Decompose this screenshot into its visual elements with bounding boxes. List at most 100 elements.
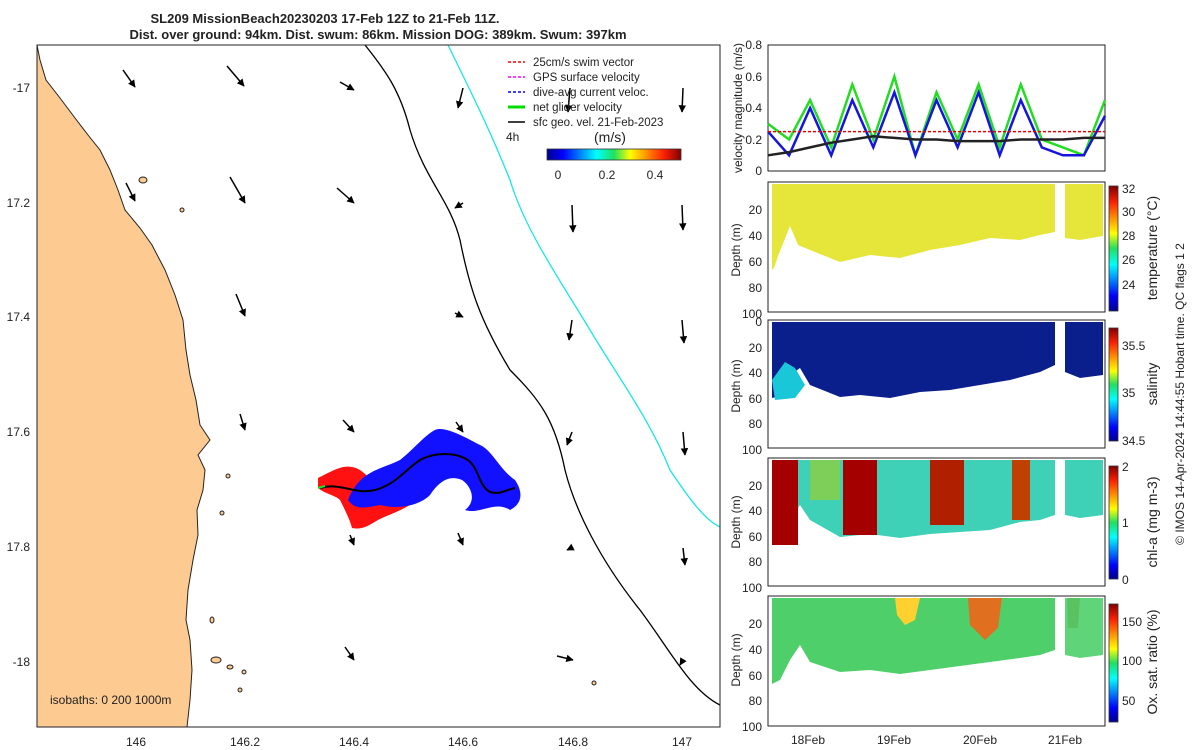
map-y-tick: 17.4 (7, 310, 31, 324)
svg-text:net glider velocity: net glider velocity (533, 102, 622, 114)
depth-tick: 20 (749, 203, 763, 217)
map-x-tick: 146.6 (448, 735, 478, 749)
map-x-tick: 146 (126, 735, 146, 749)
temperature-colorbar (1108, 185, 1119, 312)
depth-tick: 80 (749, 417, 763, 431)
depth-tick: 20 (749, 341, 763, 355)
vel-y-tick: 0.2 (745, 133, 762, 147)
oxygen-panel: 50 100 150 Ox. sat. ratio (%) 20 40 60 8… (729, 595, 1160, 734)
salinity-panel: 34.5 35 35.5 salinity 0 20 40 60 80 100 … (729, 315, 1160, 457)
depth-tick: 0 (755, 315, 762, 329)
time-tick: 18Feb (791, 733, 825, 747)
depth-label: Depth (m) (729, 633, 743, 686)
depth-tick: 100 (742, 581, 762, 595)
time-axis: 18Feb 19Feb 20Feb 21Feb (791, 733, 1082, 747)
chl-cb-tick: 1 (1122, 516, 1129, 530)
chl-cb-tick: 2 (1122, 460, 1129, 474)
title-line-2: Dist. over ground: 94km. Dist. swum: 86k… (129, 27, 626, 42)
map-x-axis: 146 146.2 146.4 146.6 146.8 147 (126, 735, 692, 749)
footer-credit: © IMOS 14-Apr-2024 14:44:55 Hobart time.… (1173, 243, 1187, 545)
depth-tick: 20 (749, 479, 763, 493)
velocity-panel: 0.8 0.6 0.4 0.2 0 velocity magnitude (m/… (731, 38, 1107, 178)
depth-tick: 40 (749, 504, 763, 518)
vel-y-tick: 0 (755, 164, 762, 178)
map-colorbar-tick-0: 0 (555, 168, 562, 182)
depth-tick: 60 (749, 669, 763, 683)
svg-text:dive-avg current veloc.: dive-avg current veloc. (533, 87, 649, 99)
temp-cb-tick: 24 (1122, 278, 1136, 292)
land (37, 45, 211, 727)
salinity-colorbar (1108, 327, 1119, 442)
time-tick: 19Feb (877, 733, 911, 747)
temperature-label: temperature (°C) (1144, 196, 1160, 300)
depth-tick: 40 (749, 229, 763, 243)
depth-label: Depth (m) (729, 359, 743, 412)
map-colorbar (546, 148, 682, 161)
map-y-tick: -17 (13, 81, 31, 95)
svg-text:GPS surface velocity: GPS surface velocity (533, 72, 640, 84)
chl-label: chl-a (mg m-3) (1144, 476, 1160, 567)
surface-velocity-arrows (122, 65, 689, 666)
isobaths-label: isobaths: 0 200 1000m (50, 693, 171, 707)
depth-tick: 80 (749, 555, 763, 569)
svg-text:25cm/s swim vector: 25cm/s swim vector (533, 57, 634, 69)
depth-tick: 40 (749, 643, 763, 657)
legend-time-label: 4h (506, 130, 519, 144)
temperature-panel: 24 26 28 30 32 temperature (°C) 20 40 60… (729, 181, 1160, 321)
map-x-tick: 146.8 (558, 735, 588, 749)
isobath-200m (364, 45, 720, 706)
ox-cb-tick: 100 (1122, 654, 1142, 668)
legend-swim-vector: 25cm/s swim vector (508, 57, 634, 69)
velocity-series-group (767, 72, 1107, 160)
svg-text:sfc geo. vel. 21-Feb-2023: sfc geo. vel. 21-Feb-2023 (533, 117, 663, 129)
ox-cb-tick: 50 (1122, 694, 1136, 708)
isobath-1000m (447, 45, 720, 528)
velocity-series-sfc-geo-vel- (767, 135, 1105, 157)
time-tick: 21Feb (1048, 733, 1082, 747)
time-tick: 20Feb (963, 733, 997, 747)
temp-cb-tick: 28 (1122, 229, 1136, 243)
depth-tick: 60 (749, 530, 763, 544)
chl-colorbar (1108, 465, 1119, 580)
map-x-tick: 146.2 (230, 735, 260, 749)
map-y-tick: 17.6 (7, 425, 31, 439)
sal-cb-tick: 35.5 (1122, 339, 1146, 353)
depth-tick: 100 (742, 307, 762, 321)
map-x-tick: 147 (672, 735, 692, 749)
vel-y-label: velocity magnitude (m/s) (731, 43, 745, 173)
vel-y-tick: 0.8 (745, 38, 762, 52)
depth-tick: 60 (749, 255, 763, 269)
depth-label: Depth (m) (729, 223, 743, 276)
map-colorbar-tick-2: 0.4 (647, 168, 664, 182)
sal-cb-tick: 35 (1122, 386, 1136, 400)
map-colorbar-tick-1: 0.2 (599, 168, 616, 182)
chl-cb-tick: 0 (1122, 573, 1129, 587)
chlorophyll-panel: 0 1 2 chl-a (mg m-3) 20 40 60 80 100 Dep… (729, 457, 1160, 595)
title-line-1: SL209 MissionBeach20230203 17-Feb 12Z to… (151, 11, 500, 26)
map-y-axis: -17 17.2 17.4 17.6 17.8 -18 (7, 81, 31, 669)
velocity-series-dive-avg-current-veloc- (767, 88, 1107, 160)
map-y-tick: -18 (13, 655, 31, 669)
map-y-tick: 17.8 (7, 540, 31, 554)
islands (138, 176, 597, 693)
salinity-label: salinity (1144, 363, 1160, 406)
legend-sfc-geo-velocity: sfc geo. vel. 21-Feb-2023 (508, 117, 663, 129)
depth-tick: 100 (742, 443, 762, 457)
vel-y-tick: 0.4 (745, 101, 762, 115)
oxygen-colorbar (1108, 603, 1119, 723)
depth-tick: 60 (749, 392, 763, 406)
legend-net-glider-velocity: net glider velocity (508, 102, 622, 114)
ox-cb-tick: 150 (1122, 615, 1142, 629)
temp-cb-tick: 32 (1122, 182, 1136, 196)
depth-tick: 80 (749, 694, 763, 708)
depth-tick: 100 (742, 720, 762, 734)
map-y-tick: 17.2 (7, 196, 31, 210)
depth-tick: 80 (749, 281, 763, 295)
map-panel: 25cm/s swim vector GPS surface velocity … (7, 44, 721, 749)
legend-dive-avg-current: dive-avg current veloc. (508, 87, 649, 99)
sal-cb-tick: 34.5 (1122, 434, 1146, 448)
depth-tick: 20 (749, 617, 763, 631)
map-legend: 25cm/s swim vector GPS surface velocity … (506, 57, 682, 182)
legend-units: (m/s) (594, 129, 626, 145)
